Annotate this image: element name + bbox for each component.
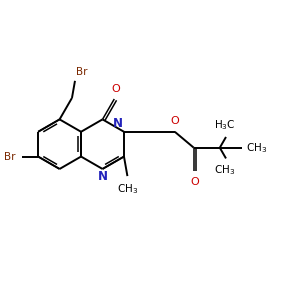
Text: CH$_3$: CH$_3$	[247, 141, 268, 154]
Text: Br: Br	[4, 152, 16, 162]
Text: O: O	[111, 84, 120, 94]
Text: CH$_3$: CH$_3$	[117, 182, 138, 196]
Text: N: N	[112, 117, 122, 130]
Text: O: O	[170, 116, 179, 126]
Text: CH$_3$: CH$_3$	[214, 164, 235, 178]
Text: H$_3$C: H$_3$C	[214, 118, 235, 132]
Text: O: O	[191, 176, 200, 187]
Text: Br: Br	[76, 67, 88, 77]
Text: N: N	[98, 170, 107, 183]
